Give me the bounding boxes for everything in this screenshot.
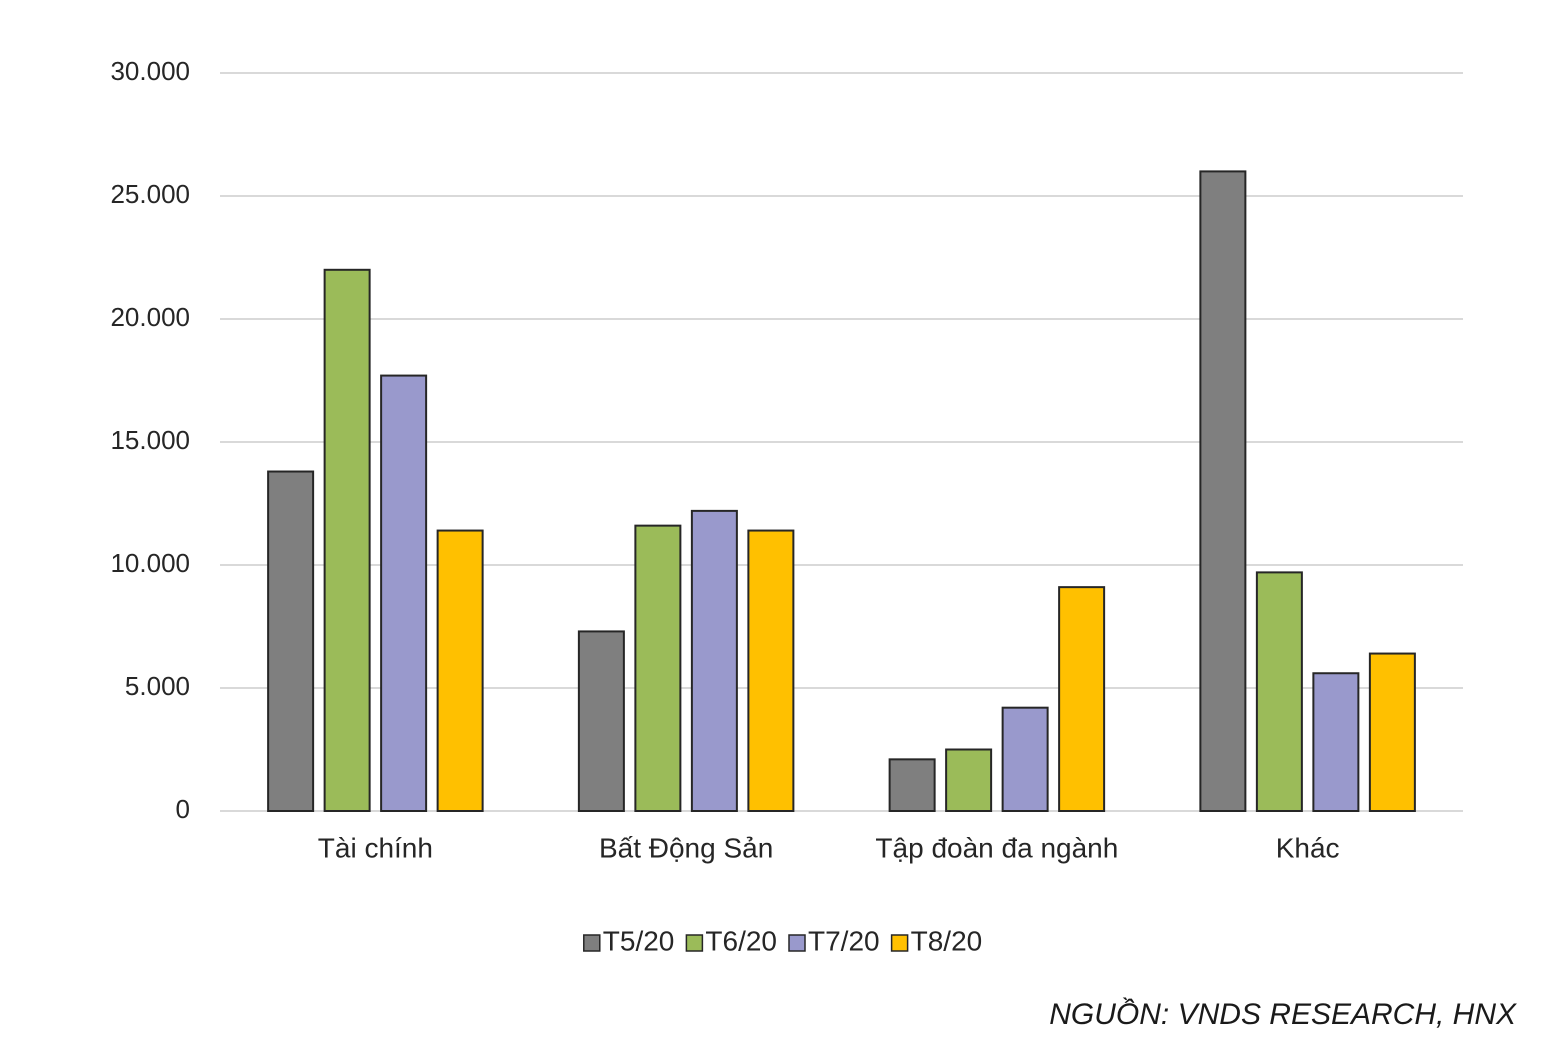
legend-label: T5/20 <box>603 925 675 956</box>
y-tick-label: 0 <box>176 794 190 824</box>
bar <box>1199 170 1247 812</box>
bar <box>1058 586 1106 813</box>
bar <box>1001 706 1049 812</box>
bar <box>690 509 738 812</box>
bar <box>577 630 625 812</box>
y-tick-label: 5.000 <box>125 671 190 701</box>
legend-label: T6/20 <box>705 925 777 956</box>
legend-swatch <box>890 934 909 952</box>
legend-label: T7/20 <box>808 925 880 956</box>
legend-swatch <box>788 934 806 952</box>
bar <box>634 524 682 812</box>
bar <box>945 748 993 812</box>
bar <box>1255 571 1303 812</box>
x-tick-label: Bất Động Sản <box>599 832 773 863</box>
legend-label: T8/20 <box>911 925 983 956</box>
bar <box>380 374 428 812</box>
bar <box>888 758 936 813</box>
bar <box>323 268 371 812</box>
legend-swatch <box>583 934 601 952</box>
bar <box>747 529 795 812</box>
y-tick-label: 10.000 <box>110 548 190 578</box>
y-tick-label: 20.000 <box>110 302 190 332</box>
source-note: NGUỒN: VNDS RESEARCH, HNX <box>1049 997 1517 1031</box>
y-tick-label: 30.000 <box>110 56 190 86</box>
bar <box>267 470 315 812</box>
bar <box>1368 652 1416 812</box>
legend-swatch <box>685 934 704 952</box>
x-tick-label: Tài chính <box>318 832 433 863</box>
y-tick-label: 25.000 <box>110 179 190 209</box>
bar <box>436 529 484 812</box>
bar <box>1312 672 1360 812</box>
x-tick-label: Tập đoàn đa ngành <box>875 832 1118 863</box>
x-tick-label: Khác <box>1276 832 1340 863</box>
legend: T5/20 T6/20 T7/20 T8/20 <box>583 925 983 956</box>
y-tick-label: 15.000 <box>110 425 190 455</box>
